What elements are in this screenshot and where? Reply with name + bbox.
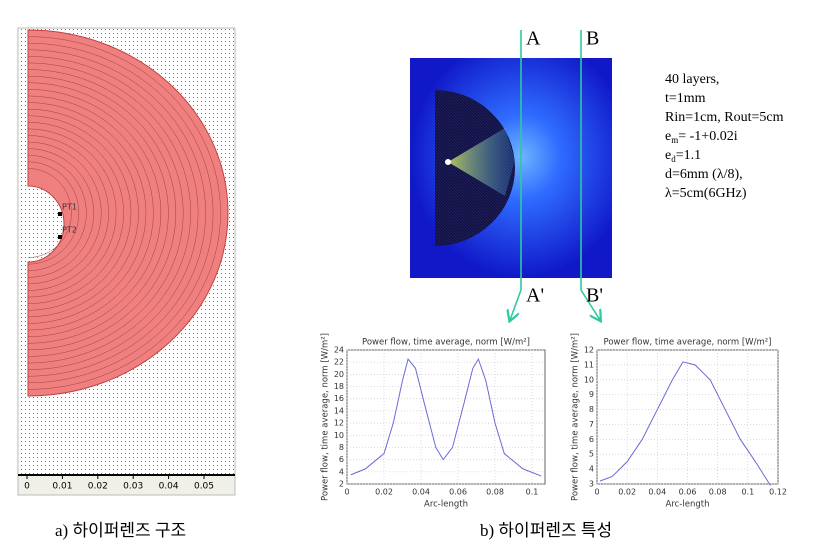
x-tick-label: 0.12 (769, 488, 787, 497)
layer-line (27, 108, 139, 318)
chart-title: Power flow, time average, norm [W/m²] (362, 338, 530, 348)
parameter-text: t=1mm (665, 91, 706, 106)
parameter-text: 40 layers, (665, 72, 719, 87)
parameter-text: e (665, 129, 671, 144)
y-tick-label: 4 (339, 467, 344, 476)
layer-line (27, 161, 80, 265)
y-tick-label: 24 (334, 346, 344, 355)
point-label: PT1 (62, 203, 77, 212)
parameters: 40 layers, t=1mm Rin=1cm, Rout=5cm em= -1+0… (665, 72, 784, 201)
tick-label: 0.02 (88, 482, 108, 492)
layer-line (27, 42, 214, 384)
parameter-text: Rin=1cm, Rout=5cm (665, 110, 784, 125)
y-tick-label: 2 (339, 480, 344, 489)
x-tick-label: 0.04 (412, 488, 430, 497)
x-tick-label: 0.1 (741, 488, 754, 497)
layer-line (27, 62, 191, 364)
section-label: B (586, 28, 599, 50)
data-line (599, 361, 771, 486)
y-tick-label: 5 (589, 450, 594, 459)
tick-label: 0.03 (123, 482, 143, 492)
y-tick-label: 12 (334, 419, 344, 428)
data-line (350, 357, 542, 477)
tick-label: 0.01 (52, 482, 72, 492)
layer-line (27, 102, 147, 324)
section-label: A (526, 28, 541, 50)
y-tick-label: 8 (589, 405, 594, 414)
x-tick-label: 0.02 (375, 488, 393, 497)
beam (448, 128, 515, 196)
section-line (580, 30, 600, 320)
x-tick-label: 0.08 (709, 488, 727, 497)
point-marker (58, 235, 62, 239)
layer-line (27, 49, 206, 377)
y-tick-label: 4 (589, 465, 594, 474)
layer-line (27, 95, 154, 331)
layer-line (27, 36, 221, 390)
y-tick-label: 8 (339, 443, 344, 452)
parameter-text: Rin=1cm, Rout=5cm (665, 110, 784, 125)
y-tick-label: 18 (334, 382, 344, 391)
parameter-text: =1.1 (676, 148, 701, 163)
layer-line (27, 168, 72, 258)
y-tick-label: 7 (589, 420, 594, 429)
point-label: PT2 (62, 226, 77, 235)
parameter-text: λ=5cm(6GHz) (665, 186, 747, 201)
y-axis-label: Power flow, time average, norm [W/m²] (571, 333, 581, 501)
y-tick-label: 3 (589, 480, 594, 489)
plot-area (346, 349, 546, 485)
caption: a) 하이퍼렌즈 구조 (55, 521, 186, 540)
point-marker (58, 212, 62, 216)
parameter-text: d=6mm (λ/8), (665, 167, 743, 182)
x-axis-label: Arc-length (424, 500, 468, 510)
geometry-panel: PT1 PT2 (17, 27, 236, 496)
layer-line (27, 89, 162, 337)
section-line (510, 30, 522, 320)
y-tick-label: 9 (589, 390, 594, 399)
y-tick-label: 6 (589, 435, 594, 444)
chart-title: Power flow, time average, norm [W/m²] (604, 338, 772, 348)
tick-label: 0 (24, 482, 30, 492)
x-tick-label: 0 (594, 488, 599, 497)
x-tick-label: 0.06 (449, 488, 467, 497)
y-tick-label: 14 (334, 406, 344, 415)
section-label: A' (526, 285, 544, 307)
y-tick-label: 10 (584, 375, 594, 384)
parameter-text: d=6mm (λ/8), (665, 167, 743, 182)
source (445, 159, 451, 165)
x-tick-label: 0.1 (526, 488, 539, 497)
parameter-text: t=1mm (665, 91, 706, 106)
y-tick-label: 12 (584, 346, 594, 355)
parameter-text: ed=1.1 (665, 148, 701, 164)
y-tick-label: 6 (339, 455, 344, 464)
x-tick-label: 0 (344, 488, 349, 497)
y-tick-label: 11 (584, 360, 594, 369)
x-tick-label: 0.06 (679, 488, 697, 497)
y-tick-label: 22 (334, 358, 344, 367)
parameter-text: e (665, 148, 671, 163)
parameter-text: em= -1+0.02i (665, 129, 738, 145)
parameter-text: = -1+0.02i (678, 129, 737, 144)
section-label: B' (586, 285, 603, 307)
x-axis-label: Arc-length (666, 500, 710, 510)
parameter-text: λ=5cm(6GHz) (665, 186, 747, 201)
x-tick-label: 0.08 (486, 488, 504, 497)
y-tick-label: 16 (334, 394, 344, 403)
y-tick-label: 20 (334, 370, 344, 379)
y-tick-label: 10 (334, 431, 344, 440)
hyperlens-shape (27, 29, 229, 397)
subscript: m (671, 135, 678, 145)
layer-line (27, 56, 199, 370)
parameter-text: 40 layers, (665, 72, 719, 87)
x-tick-label: 0.02 (618, 488, 636, 497)
tick-label: 0.05 (194, 482, 214, 492)
x-tick-label: 0.04 (648, 488, 666, 497)
tick-label: 0.04 (159, 482, 179, 492)
y-axis-label: Power flow, time average, norm [W/m²] (321, 333, 331, 501)
field-image (410, 58, 612, 278)
subscript: d (671, 154, 676, 164)
caption: b) 하이퍼렌즈 특성 (480, 521, 612, 540)
layer-line (27, 154, 87, 272)
